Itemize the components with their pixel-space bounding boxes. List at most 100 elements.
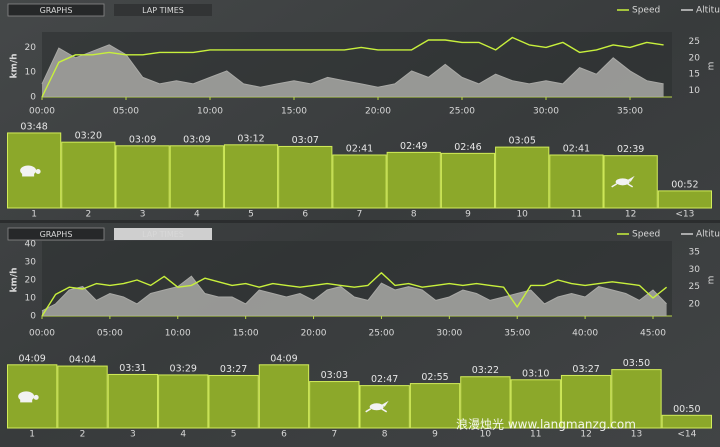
lap-bar[interactable] (657, 190, 712, 209)
lap-bar[interactable] (611, 369, 662, 429)
lap-number: 1 (31, 210, 37, 220)
altitude-area-fill (42, 44, 664, 97)
lap-number: 3 (140, 210, 146, 220)
y2-tick-label: 20 (689, 299, 701, 309)
lap-bar[interactable] (107, 373, 159, 429)
lap-time-label: 02:47 (371, 374, 398, 385)
lap-bar[interactable] (57, 365, 108, 429)
y-tick-label: 0 (30, 93, 36, 103)
lap-number: 6 (281, 430, 287, 440)
lap-bar[interactable] (169, 145, 224, 209)
lap-number: 1 (29, 430, 35, 440)
lap-bar[interactable] (560, 374, 612, 429)
lap-bar[interactable] (386, 151, 441, 209)
lap-time-label: 03:50 (623, 358, 650, 369)
lap-bar[interactable] (115, 145, 170, 209)
x-tick-label: 15:00 (233, 329, 259, 339)
tab[interactable] (114, 228, 212, 240)
y-tick-label: 10 (25, 294, 37, 304)
turtle-legs (22, 173, 35, 177)
lap-number: 5 (231, 430, 237, 440)
speed-line (41, 272, 668, 317)
x-tick-label: 00:00 (29, 107, 55, 117)
tab-label[interactable]: LAP TIMES (142, 6, 184, 15)
lap-bar[interactable] (158, 374, 209, 429)
lap-number: 9 (465, 210, 471, 220)
lap-bar[interactable] (460, 376, 511, 429)
x-tick-label: 10:00 (165, 329, 191, 339)
lap-bar[interactable] (495, 146, 550, 209)
lap-time-label: 03:27 (572, 364, 599, 375)
lap-bar[interactable] (278, 145, 333, 209)
lap-bar[interactable] (603, 155, 658, 209)
lap-time-label: 02:55 (421, 372, 448, 383)
y2-tick-label: 25 (689, 37, 700, 47)
lap-bar[interactable] (332, 154, 387, 209)
lap-number: 2 (80, 430, 86, 440)
lap-number: 9 (432, 430, 438, 440)
lap-time-label: 02:41 (563, 144, 590, 155)
lap-number: 8 (411, 210, 417, 220)
tab-label[interactable]: GRAPHS (40, 230, 73, 239)
lap-time-label: 02:41 (346, 144, 373, 155)
lap-time-label: 03:31 (119, 363, 146, 374)
lap-bar[interactable] (223, 144, 279, 209)
rabbit-legs (611, 183, 634, 188)
x-tick-label: 05:00 (113, 107, 139, 117)
turtle-icon (18, 391, 35, 402)
tab[interactable] (7, 3, 105, 17)
lap-number: 12 (580, 430, 591, 440)
lap-bar[interactable] (258, 364, 310, 429)
lap-time-label: 03:48 (20, 121, 47, 132)
lap-bar[interactable] (309, 381, 360, 429)
lap-time-label: 00:52 (671, 179, 698, 190)
lap-time-label: 03:27 (220, 364, 247, 375)
y2-tick-label: 35 (689, 247, 700, 257)
y-tick-label: 30 (25, 258, 37, 268)
x-tick-label: 40:00 (572, 329, 598, 339)
legend-label: Speed (632, 6, 660, 16)
lap-bar[interactable] (661, 414, 713, 429)
lap-time-label: 03:29 (170, 363, 197, 374)
lap-bar[interactable] (549, 154, 604, 209)
lap-time-label: 04:09 (18, 353, 45, 364)
lap-bar[interactable] (359, 385, 410, 429)
tab-label[interactable]: GRAPHS (40, 6, 73, 15)
tab[interactable] (114, 4, 212, 16)
lap-number: 10 (516, 210, 528, 220)
lap-number: 6 (302, 210, 308, 220)
lap-number: 13 (631, 430, 642, 440)
turtle-icon (20, 165, 37, 176)
legend-label: Speed (632, 230, 660, 240)
watermark: 浪漫烛光 www.langmanzg.com (456, 417, 636, 432)
rabbit-ears (381, 400, 389, 407)
lap-number: 7 (331, 430, 337, 440)
lap-bar[interactable] (7, 364, 58, 429)
rabbit-ears (627, 175, 635, 182)
rabbit-legs (365, 408, 388, 413)
lap-bar[interactable] (61, 141, 116, 209)
lap-bar[interactable] (409, 383, 461, 429)
tab[interactable] (7, 227, 105, 241)
lap-time-label: 03:20 (75, 131, 102, 142)
lap-number: 3 (130, 430, 136, 440)
lap-time-label: 03:12 (237, 133, 264, 144)
x-tick-label: 10:00 (197, 107, 223, 117)
y2-tick-label: 20 (689, 53, 701, 63)
tab-label[interactable]: LAP TIMES (142, 230, 184, 239)
y-axis-label: km/h (10, 267, 20, 292)
divider (0, 220, 720, 223)
lap-bar[interactable] (208, 374, 259, 429)
y-tick-label: 10 (25, 68, 37, 78)
legend-label: Altitude (696, 6, 720, 16)
lap-number: 11 (530, 430, 541, 440)
lap-bar[interactable] (440, 152, 496, 209)
lap-number: 7 (357, 210, 363, 220)
legend-label: Altitude (696, 230, 720, 240)
lap-bar[interactable] (510, 379, 561, 429)
lap-number: 11 (571, 210, 582, 220)
lap-time-label: 00:50 (673, 404, 700, 415)
x-tick-label: 25:00 (368, 329, 394, 339)
x-tick-label: 20:00 (301, 329, 327, 339)
turtle-legs (20, 399, 33, 403)
